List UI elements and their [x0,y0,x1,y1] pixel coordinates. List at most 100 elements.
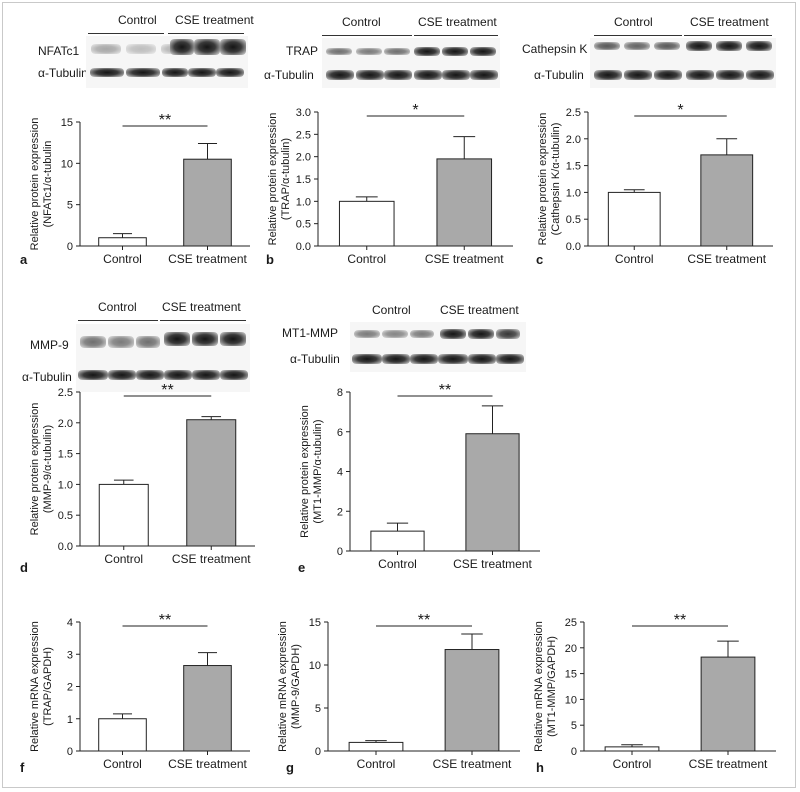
x-tick-label: Control [347,252,386,266]
y-tick-label: 4 [67,617,73,629]
blot-band [188,68,216,77]
blot-band [442,47,468,56]
y-tick-label: 10 [61,158,73,170]
blot-group-control-label: Control [614,15,653,29]
bar-chart-e: 0 2 4 6 8 Relative protein expression (MT1-MMP… [299,382,540,571]
blot-band [496,354,524,364]
blot-group-control-label: Control [372,303,411,317]
y-tick-label: 0 [571,746,577,758]
y-tick-label: 2.0 [296,152,311,164]
blot-band [382,354,410,364]
y-tick-label: 0 [337,546,343,558]
y-axis-label: (MT1-MMP/GAPDH) [546,636,558,737]
y-axis-label: (Cathepsin K/α-tubulin) [550,123,562,236]
blot-band [624,42,650,50]
significance-marker: ** [159,612,171,629]
y-axis-label: (TRAP/α-tubulin) [280,138,292,220]
blot-band [414,70,442,80]
blot-band [470,70,498,80]
x-tick-label: CSE treatment [433,757,512,771]
y-tick-label: 2 [67,682,73,694]
blot-band [594,70,622,80]
blot-band [326,70,354,80]
blot-row-target-label: TRAP [286,44,319,58]
blot-band [440,329,466,339]
y-tick-label: 0.5 [58,510,73,522]
significance-marker: * [412,102,418,119]
blot-band [468,329,494,339]
bar [186,419,237,547]
y-tick-label: 2.5 [566,107,581,119]
bar-chart-b: 0.0 0.5 1.0 1.5 2.0 2.5 3.0 Relative protein ex… [267,102,513,266]
blot-band [654,70,682,80]
y-tick-label: 1.5 [296,174,311,186]
blot-group-cse-label: CSE treatment [418,15,497,29]
blot-band [216,68,244,77]
blot-band [746,41,772,51]
panel-letter: g [286,760,294,775]
y-tick-label: 0 [67,746,73,758]
bar [444,649,500,752]
y-axis-label: (TRAP/GAPDH) [42,647,54,726]
blot-band [352,354,382,364]
panel-letter: f [20,760,25,775]
bar-chart-h: 0 5 10 15 20 25 Relative mRNA expression (MT1-M… [533,612,776,771]
x-tick-label: CSE treatment [168,757,247,771]
blot-row-tubulin-label: α-Tubulin [38,66,88,80]
y-axis-label: Relative mRNA expression [277,621,289,752]
blot-row-tubulin-label: α-Tubulin [534,68,584,82]
significance-marker: ** [161,382,173,399]
bar-chart-d: 0.0 0.5 1.0 1.5 2.0 2.5 Relative protein expre… [29,382,255,566]
blot-group-control-rule [88,33,164,34]
blot-group-control-rule [322,35,412,36]
bar [604,746,660,752]
y-tick-label: 0.0 [566,241,581,253]
blot-row-target-label: Cathepsin K [522,42,588,56]
y-tick-label: 3.0 [296,107,311,119]
blot-band [220,332,246,346]
blot-group-cse-rule [414,35,498,36]
blot-group-control-label: Control [118,13,157,27]
western-blot-image [76,324,250,392]
y-axis-label: Relative mRNA expression [533,621,545,752]
panel-letter: d [20,560,28,575]
y-tick-label: 0.5 [296,219,311,231]
significance-marker: ** [159,112,171,129]
panel-letter: c [536,252,544,267]
x-tick-label: Control [104,552,143,566]
bar [98,483,149,547]
y-axis-label: Relative protein expression [299,405,311,538]
blot-band [162,68,188,77]
y-tick-label: 15 [309,617,321,629]
blot-band [624,70,652,80]
y-tick-label: 0 [315,746,321,758]
y-axis-label: (MT1-MMP/α-tubulin) [312,419,324,523]
blot-row-tubulin-label: α-Tubulin [290,352,340,366]
blot-band [220,370,248,380]
bar [607,191,661,247]
x-tick-label: CSE treatment [689,757,768,771]
y-tick-label: 20 [565,643,577,655]
blot-band [164,332,190,346]
blot-band [716,70,744,80]
blot-group-cse-rule [160,320,246,321]
blot-band [90,68,124,77]
bar [700,154,754,247]
blot-band [170,39,194,55]
y-tick-label: 1 [67,714,73,726]
y-axis-label: Relative protein expression [29,118,41,251]
x-tick-label: CSE treatment [453,557,532,571]
blot-group-cse-label: CSE treatment [690,15,769,29]
blot-band [382,330,408,338]
blot-band [746,70,774,80]
y-tick-label: 1.0 [566,187,581,199]
blot-row-target-label: MMP-9 [30,338,69,352]
y-tick-label: 3 [67,649,73,661]
x-tick-label: Control [103,757,142,771]
blot-band [654,42,680,50]
y-tick-label: 0.5 [566,214,581,226]
significance-marker: * [677,102,683,119]
blot-row-target-label: MT1-MMP [282,326,338,340]
y-tick-label: 2.0 [58,418,73,430]
western-blot-image [350,322,526,372]
